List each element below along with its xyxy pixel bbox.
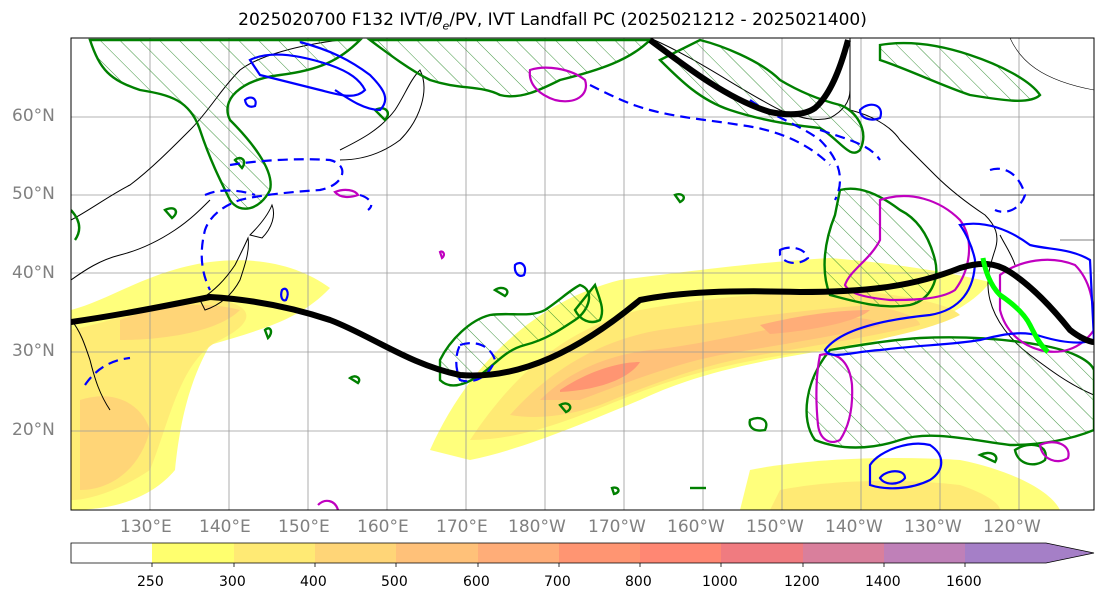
lon-label-140w: 140°W — [825, 517, 883, 537]
map-title: 2025020700 F132 IVT/θe/PV, IVT Landfall … — [0, 10, 1105, 32]
title-prefix: 2025020700 F132 IVT/ — [238, 10, 433, 30]
lon-label-130w: 130°W — [904, 517, 962, 537]
theta-e-cold-contours — [243, 40, 1094, 490]
lon-label-170w: 170°W — [588, 517, 646, 537]
lon-label-120w: 120°W — [983, 517, 1041, 537]
lon-label-160e: 160°E — [357, 517, 409, 537]
lat-label-30n: 30°N — [12, 341, 55, 361]
colorbar-label-250: 250 — [137, 574, 164, 590]
colorbar-label-500: 500 — [381, 574, 408, 590]
map-content — [71, 38, 1094, 510]
colorbar-label-1400: 1400 — [865, 574, 901, 590]
borders — [849, 38, 1094, 241]
lat-label-20n: 20°N — [12, 420, 55, 440]
colorbar-label-1600: 1600 — [946, 574, 982, 590]
jet-axis-north — [648, 38, 851, 118]
lat-label-60n: 60°N — [12, 106, 55, 126]
lat-label-50n: 50°N — [12, 184, 55, 204]
jet-axis — [71, 260, 1094, 379]
landfall-segment — [980, 257, 1050, 354]
lon-label-140e: 140°E — [199, 517, 251, 537]
title-suffix: /PV, IVT Landfall PC (2025021212 - 20250… — [449, 10, 867, 30]
pv-contours — [88, 38, 1094, 449]
lon-label-180w: 180°W — [508, 517, 566, 537]
map-frame — [70, 37, 1095, 511]
colorbar-label-400: 400 — [300, 574, 327, 590]
colorbar-label-300: 300 — [219, 574, 246, 590]
lat-label-40n: 40°N — [12, 263, 55, 283]
lon-label-150e: 150°E — [278, 517, 330, 537]
colorbar-label-600: 600 — [463, 574, 490, 590]
colorbar — [70, 542, 1095, 567]
colorbar-label-700: 700 — [544, 574, 571, 590]
colorbar-label-1000: 1000 — [702, 574, 738, 590]
lon-label-170e: 170°E — [436, 517, 488, 537]
lon-label-130e: 130°E — [120, 517, 172, 537]
lon-label-160w: 160°W — [667, 517, 725, 537]
title-theta-sub: e — [442, 19, 450, 33]
colorbar-label-1200: 1200 — [784, 574, 820, 590]
colorbar-label-800: 800 — [625, 574, 652, 590]
lon-label-150w: 150°W — [746, 517, 804, 537]
title-theta: θ — [432, 10, 443, 30]
